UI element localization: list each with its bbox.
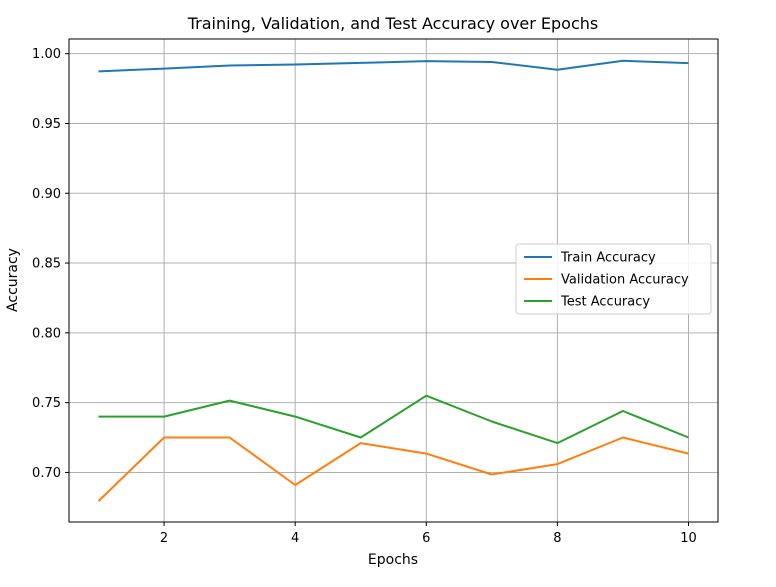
legend-label: Train Accuracy bbox=[560, 251, 656, 266]
series-lines bbox=[97, 59, 689, 502]
x-tick-label: 2 bbox=[160, 531, 168, 546]
y-tick-label: 0.75 bbox=[32, 396, 61, 411]
y-tick-label: 0.85 bbox=[32, 257, 61, 272]
x-tick-label: 4 bbox=[291, 531, 299, 546]
axis-ticks: 2 4 6 8 10 0.70 0.75 0.80 0.85 0.90 0.95 1.00 bbox=[32, 47, 697, 546]
x-axis-label: Epochs bbox=[368, 552, 418, 568]
x-tick-label: 8 bbox=[553, 531, 561, 546]
series-line-train-accuracy bbox=[98, 59, 689, 73]
y-tick-label: 0.70 bbox=[32, 466, 61, 481]
x-tick-label: 10 bbox=[680, 531, 697, 546]
y-tick-label: 0.80 bbox=[32, 326, 61, 341]
chart-title: Training, Validation, and Test Accuracy … bbox=[187, 14, 599, 33]
legend-box bbox=[515, 243, 712, 315]
y-tick-label: 1.00 bbox=[32, 47, 61, 62]
series-line-validation-accuracy bbox=[97, 436, 689, 502]
plot-frame bbox=[68, 38, 719, 523]
y-tick-label: 0.95 bbox=[32, 117, 61, 132]
legend: Train Accuracy Validation Accuracy Test Ac… bbox=[515, 243, 712, 315]
legend-label: Validation Accuracy bbox=[561, 273, 689, 288]
y-tick-label: 0.90 bbox=[32, 187, 61, 202]
series-line-test-accuracy bbox=[98, 394, 689, 445]
x-tick-label: 6 bbox=[422, 531, 430, 546]
y-axis-label: Accuracy bbox=[5, 248, 21, 312]
legend-label: Test Accuracy bbox=[560, 295, 650, 310]
